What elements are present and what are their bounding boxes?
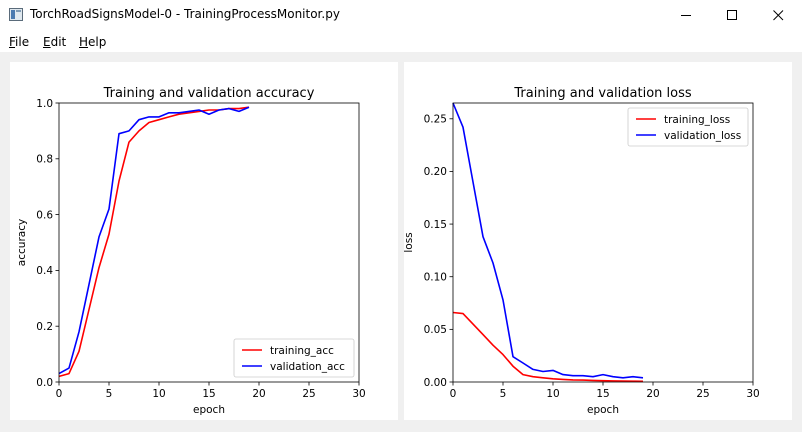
x-axis-label: epoch [193, 404, 225, 416]
title-bar[interactable]: TorchRoadSignsModel-0 - TrainingProcessM… [0, 0, 802, 31]
minimize-icon [681, 15, 691, 16]
maximize-button[interactable] [709, 0, 755, 31]
loss-chart: Training and validation loss 0 5 10 15 20 25 30… [403, 86, 760, 416]
x-tick-label: 0 [56, 388, 63, 400]
maximize-icon [727, 10, 737, 20]
y-tick-label: 0.05 [424, 324, 447, 336]
app-icon [9, 8, 23, 21]
legend: training_acc validation_acc [233, 338, 355, 378]
legend-box [627, 107, 749, 147]
menu-file[interactable]: File [9, 35, 30, 49]
series-line-training_loss [452, 311, 644, 383]
x-tick-label: 20 [646, 388, 659, 400]
loss-plot-panel: Training and validation loss 0 5 10 15 20 25 30… [403, 62, 792, 420]
x-tick-label: 15 [202, 388, 215, 400]
y-tick-label: 0.4 [36, 265, 53, 277]
series-line-validation_acc [58, 106, 250, 375]
close-button[interactable] [755, 0, 801, 31]
chart-title: Training and validation loss [513, 86, 691, 101]
client-area: Training and validation accuracy 0 5 10 15 20… [0, 52, 802, 432]
y-tick-label: 0.00 [424, 377, 447, 389]
x-tick-label: 25 [302, 388, 315, 400]
legend-box [233, 338, 355, 378]
y-tick-label: 0.20 [424, 166, 447, 178]
x-tick-label: 15 [596, 388, 609, 400]
y-tick-label: 0.25 [424, 114, 447, 126]
menu-help[interactable]: Help [79, 35, 107, 49]
x-tick-label: 5 [500, 388, 507, 400]
window-title: TorchRoadSignsModel-0 - TrainingProcessM… [30, 7, 340, 21]
y-tick-label: 0.10 [424, 272, 447, 284]
y-tick-label: 0.8 [36, 154, 53, 166]
minimize-button[interactable] [663, 0, 709, 31]
x-tick-label: 25 [696, 388, 709, 400]
accuracy-plot-panel: Training and validation accuracy 0 5 10 15 20… [10, 62, 398, 420]
y-axis-label: accuracy [16, 219, 28, 266]
x-tick-label: 10 [152, 388, 165, 400]
x-tick-label: 0 [450, 388, 457, 400]
y-tick-label: 0.0 [36, 377, 53, 389]
x-axis-label: epoch [587, 404, 619, 416]
y-axis-label: loss [404, 232, 415, 252]
legend: training_loss validation_loss [627, 107, 749, 147]
legend-label: training_loss [664, 114, 730, 126]
menu-edit[interactable]: Edit [43, 35, 67, 49]
legend-label: training_acc [270, 345, 334, 357]
legend-label: validation_acc [270, 361, 345, 373]
x-tick-label: 20 [252, 388, 265, 400]
series-line-validation_loss [452, 102, 644, 379]
menu-bar: File Edit Help [0, 31, 802, 52]
legend-label: validation_loss [664, 130, 741, 142]
x-tick-label: 10 [546, 388, 559, 400]
x-tick-label: 5 [106, 388, 113, 400]
accuracy-chart: Training and validation accuracy 0 5 10 15 20… [16, 86, 366, 416]
y-tick-label: 0.15 [424, 219, 447, 231]
y-tick-label: 0.2 [36, 321, 53, 333]
close-icon [773, 10, 784, 21]
series-line-training_acc [58, 106, 250, 378]
x-tick-label: 30 [746, 388, 759, 400]
y-tick-label: 0.6 [36, 209, 53, 221]
chart-title: Training and validation accuracy [103, 86, 315, 101]
y-tick-label: 1.0 [36, 98, 53, 110]
x-tick-label: 30 [352, 388, 365, 400]
